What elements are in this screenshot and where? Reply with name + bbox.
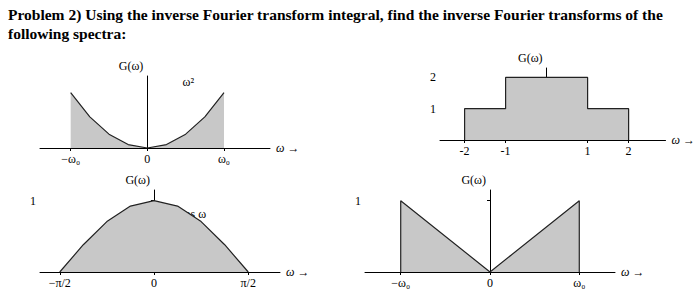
html-text:Problem 2) Using the inverse F: Problem 2) Using the inverse Fourier tra…: [8, 6, 663, 42]
svg-text:G(ω): G(ω): [461, 173, 486, 187]
svg-text:−ω₀: −ω₀: [61, 152, 80, 166]
svg-text:0: 0: [144, 152, 150, 166]
svg-text:1: 1: [30, 194, 36, 208]
svg-text:2: 2: [626, 144, 632, 158]
svg-text:1: 1: [585, 144, 591, 158]
svg-text:0: 0: [151, 276, 157, 290]
svg-text:−ω₀: −ω₀: [391, 276, 410, 290]
svg-text:-2: -2: [460, 144, 470, 158]
svg-text:π/2: π/2: [241, 276, 256, 290]
svg-text:ω₀: ω₀: [573, 276, 585, 290]
svg-text:2: 2: [430, 70, 436, 84]
svg-text:-1: -1: [501, 144, 511, 158]
svg-text:G(ω): G(ω): [518, 51, 543, 65]
svg-text:G(ω): G(ω): [119, 59, 144, 73]
svg-text:ω²: ω²: [183, 75, 195, 89]
svg-text:−π/2: −π/2: [49, 276, 71, 290]
svg-text:ω₀: ω₀: [218, 152, 230, 166]
svg-text:G(ω): G(ω): [125, 173, 150, 187]
svg-text:ω →: ω →: [276, 141, 299, 155]
svg-text:0: 0: [487, 276, 493, 290]
svg-text:ω →: ω →: [621, 265, 644, 279]
svg-text:1: 1: [355, 194, 361, 208]
svg-text:ω →: ω →: [672, 133, 695, 147]
svg-text:ω →: ω →: [286, 265, 309, 279]
svg-text:1: 1: [430, 102, 436, 116]
